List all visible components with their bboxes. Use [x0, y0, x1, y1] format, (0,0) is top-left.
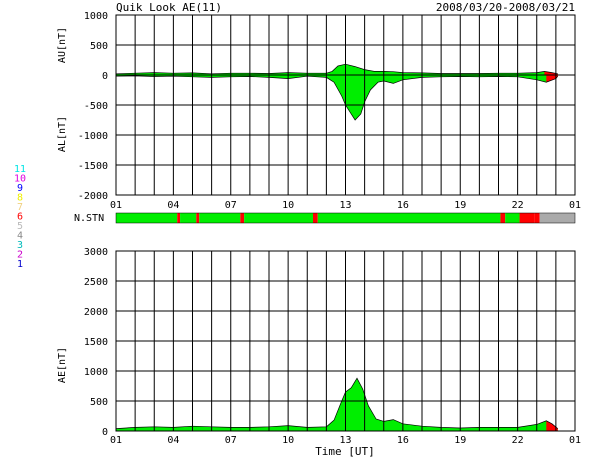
station-legend-item: 4 [17, 231, 23, 242]
p3-xtick-label: 10 [282, 435, 294, 446]
nstn-segment [244, 213, 313, 223]
ae-axis-label: AE[nT] [57, 347, 68, 383]
al-line [115, 75, 559, 121]
p3-xtick-label: 16 [397, 435, 409, 446]
nstn-segment [519, 213, 535, 223]
p1-xtick-label: 13 [339, 200, 351, 211]
p1-ytick-label: 1000 [84, 11, 108, 22]
nstn-segment [500, 213, 506, 223]
p3-ytick-label: 0 [102, 427, 108, 438]
nstn-segment [539, 213, 575, 223]
ae-area-low-stn [546, 420, 558, 431]
au-area-low-stn [544, 71, 558, 75]
p1-xtick-label: 16 [397, 200, 409, 211]
station-legend-item: 3 [17, 240, 23, 251]
p1-ytick-label: 500 [90, 41, 108, 52]
date-range: 2008/03/20-2008/03/21 [436, 1, 575, 14]
station-legend-item: 1 [17, 259, 23, 270]
p1-ytick-label: 0 [102, 71, 108, 82]
station-legend-item: 6 [17, 212, 23, 223]
p1-xtick-label: 01 [569, 200, 581, 211]
au-axis-label: AU[nT] [57, 27, 68, 63]
p3-xtick-label: 01 [110, 435, 122, 446]
chart-title: Quik Look AE(11) [116, 1, 222, 14]
p1-frame [115, 14, 576, 196]
al-area [116, 75, 558, 120]
nstn-segment [505, 213, 520, 223]
p1-ytick-label: -1000 [78, 131, 108, 142]
p1-ytick-label: -500 [84, 101, 108, 112]
nstn-segment [180, 213, 197, 223]
p1-xtick-label: 10 [282, 200, 294, 211]
ae-line [115, 377, 559, 429]
p3-xtick-label: 19 [454, 435, 466, 446]
p1-xtick-label: 01 [110, 200, 122, 211]
p3-ytick-label: 1500 [84, 337, 108, 348]
al-axis-label: AL[nT] [57, 116, 68, 152]
nstn-segment [196, 213, 200, 223]
p1-ytick-label: -1500 [78, 161, 108, 172]
x-axis-label: Time [UT] [315, 445, 375, 458]
nstn-label: N.STN [74, 213, 104, 224]
nstn-segment [177, 213, 181, 223]
p3-xtick-label: 22 [512, 435, 524, 446]
au-area [116, 64, 558, 75]
p1-xtick-label: 19 [454, 200, 466, 211]
p3-ytick-label: 2000 [84, 307, 108, 318]
station-legend-item: 5 [17, 221, 23, 232]
station-legend-item: 2 [17, 250, 23, 261]
p3-xtick-label: 01 [569, 435, 581, 446]
station-legend-item: 8 [17, 193, 23, 204]
al-area-low-stn [546, 75, 558, 83]
nstn-segment [312, 213, 318, 223]
p3-xtick-label: 04 [167, 435, 179, 446]
p3-frame [115, 250, 576, 432]
station-legend-item: 10 [14, 174, 26, 185]
nstn-segment [534, 213, 540, 223]
p3-ytick-label: 3000 [84, 247, 108, 258]
p1-ytick-label: -2000 [78, 191, 108, 202]
nstn-segment [317, 213, 501, 223]
nstn-segment [240, 213, 245, 223]
nstn-segment [116, 213, 178, 223]
p3-xtick-label: 13 [339, 435, 351, 446]
p1-xtick-label: 07 [225, 200, 237, 211]
ae-area [116, 378, 558, 431]
p1-xtick-label: 22 [512, 200, 524, 211]
p3-ytick-label: 500 [90, 397, 108, 408]
nstn-segment [199, 213, 241, 223]
station-legend-item: 7 [17, 202, 23, 213]
station-legend-item: 11 [14, 164, 26, 175]
p1-xtick-label: 04 [167, 200, 179, 211]
p3-ytick-label: 1000 [84, 367, 108, 378]
p3-ytick-label: 2500 [84, 277, 108, 288]
p3-xtick-label: 07 [225, 435, 237, 446]
station-legend-item: 9 [17, 183, 23, 194]
nstn-frame [115, 212, 576, 224]
